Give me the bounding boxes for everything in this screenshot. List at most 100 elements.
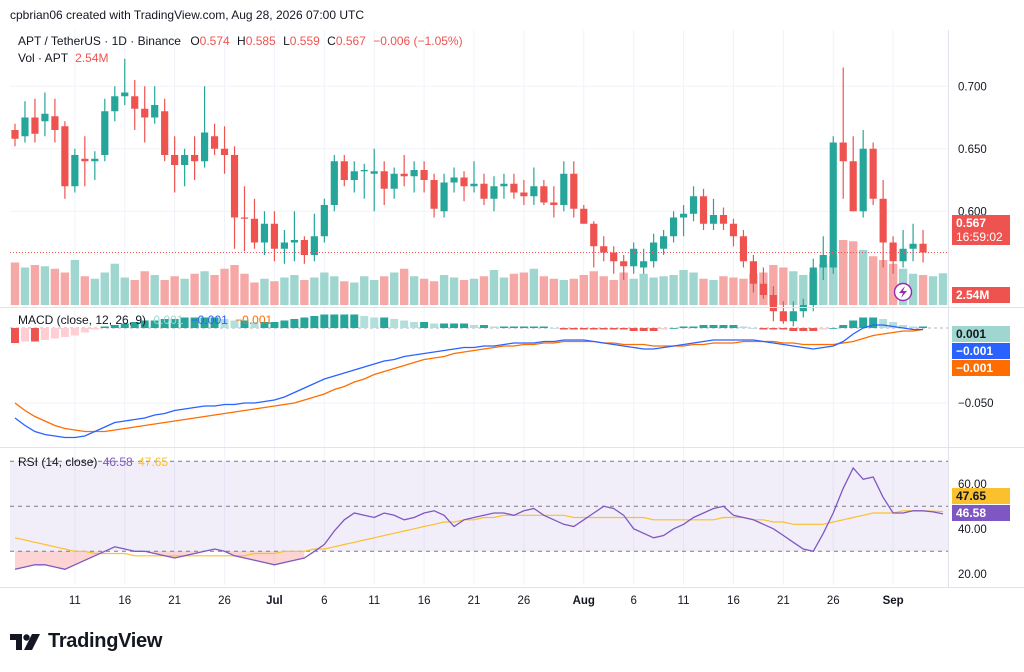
macd-histogram-bar (180, 317, 189, 328)
candle-body (859, 148, 867, 212)
candle-body (171, 155, 179, 165)
volume-bar (918, 275, 928, 305)
macd-pane (10, 314, 948, 439)
macd-histogram-bar (679, 326, 688, 328)
volume-bar (489, 270, 499, 305)
macd-histogram-bar (499, 326, 508, 328)
rsi-value: 46.58 (102, 455, 133, 469)
macd-histogram-bar (909, 326, 918, 328)
volume-bar (30, 265, 40, 305)
rsi-pane (14, 466, 944, 570)
volume-bar (719, 276, 728, 305)
volume-bar (280, 277, 289, 305)
volume-title[interactable]: Vol · APT (18, 51, 68, 65)
volume-bar (200, 271, 209, 305)
candle-body (71, 155, 79, 187)
macd-histogram-bar (579, 328, 588, 330)
macd-histogram-bar (669, 328, 678, 329)
macd-histogram-bar (100, 326, 109, 328)
volume-bar (779, 267, 788, 305)
price-change: −0.006 (−1.05%) (373, 34, 463, 48)
macd-histogram-bar (250, 322, 259, 328)
macd-histogram-bar (290, 319, 299, 328)
ohlc-high: 0.585 (245, 34, 276, 48)
volume-bar (629, 278, 638, 305)
candle-body (41, 113, 49, 122)
volume-bar (878, 260, 888, 305)
macd-histogram-bar (559, 328, 568, 330)
volume-bar (419, 278, 429, 305)
volume-bar (908, 273, 918, 305)
volume-bar (350, 282, 359, 305)
candle-body (250, 218, 259, 243)
candle-body (580, 208, 588, 224)
macd-histogram-bar (160, 319, 169, 328)
macd-histogram-bar (390, 319, 399, 328)
macd-histogram-bar (839, 325, 848, 328)
volume-bar (579, 275, 588, 305)
candle-body (739, 236, 748, 262)
time-tick-label: 26 (218, 595, 231, 607)
candle-body (420, 170, 428, 180)
volume-bar (459, 280, 469, 305)
candle-body (480, 183, 488, 199)
macd-histogram-bar (529, 326, 538, 328)
macd-histogram-bar (519, 326, 528, 328)
macd-line-value: −0.001 (190, 313, 228, 327)
rsi-band-area (10, 460, 948, 552)
volume-bar (320, 272, 329, 305)
rsi-tick-label: 60.00 (958, 479, 987, 491)
candle-body (121, 92, 129, 97)
candle-body (749, 261, 758, 284)
ohlc-low: 0.559 (289, 34, 320, 48)
macd-histogram-bar (90, 328, 99, 330)
macd-histogram-bar (829, 328, 838, 329)
macd-histogram-bar (759, 328, 768, 330)
candle-body (81, 158, 89, 162)
volume-badge: 2.54M (952, 287, 1010, 303)
candle-body (141, 108, 149, 118)
volume-bar (679, 270, 688, 305)
symbol-title[interactable]: APT / TetherUS · 1D · Binance (18, 34, 181, 48)
macd-histogram-bar (280, 320, 289, 328)
volume-bar (789, 271, 798, 305)
candle-body (111, 96, 119, 112)
macd-histogram-bar (340, 314, 349, 328)
time-tick-label: 16 (418, 595, 431, 607)
macd-histogram-bar (200, 317, 209, 328)
candle-body (390, 173, 398, 189)
volume-bar (609, 280, 618, 305)
candle-body (490, 186, 498, 199)
candle-body (630, 248, 638, 267)
volume-bar (599, 276, 608, 305)
volume-bar (110, 263, 119, 305)
tradingview-logo[interactable]: TradingView (10, 630, 162, 653)
macd-histogram-bar (440, 323, 449, 328)
volume-bar (380, 276, 389, 305)
volume-bar (769, 265, 778, 305)
candle-body (899, 248, 907, 262)
macd-histogram-bar (859, 317, 868, 328)
candle-body (809, 267, 817, 305)
candle-body (590, 223, 598, 247)
candle-body (719, 215, 728, 224)
macd-title[interactable]: MACD (close, 12, 26, 9) (18, 313, 147, 327)
candle-body (210, 136, 219, 149)
candle-body (610, 252, 618, 262)
rsi-ma-badge: 47.65 (952, 488, 1010, 504)
lightning-icon[interactable] (893, 282, 913, 302)
time-scale[interactable]: 11 16 21 26 Jul 6 11 16 21 26 Aug 6 11 16 21 26 Sep (69, 595, 904, 607)
volume-bar (639, 273, 648, 305)
macd-histogram-bar (400, 320, 409, 328)
volume-bar (499, 277, 509, 305)
rsi-title[interactable]: RSI (14, close) (18, 455, 98, 469)
candle-body (430, 180, 438, 209)
macd-hist-badge: 0.001 (952, 326, 1010, 342)
volume-bar (689, 272, 698, 305)
macd-histogram-bar (350, 314, 359, 328)
candle-body (230, 155, 239, 218)
rsi-line (14, 466, 944, 570)
macd-histogram-bar (739, 326, 748, 328)
macd-histogram-bar (130, 322, 139, 328)
